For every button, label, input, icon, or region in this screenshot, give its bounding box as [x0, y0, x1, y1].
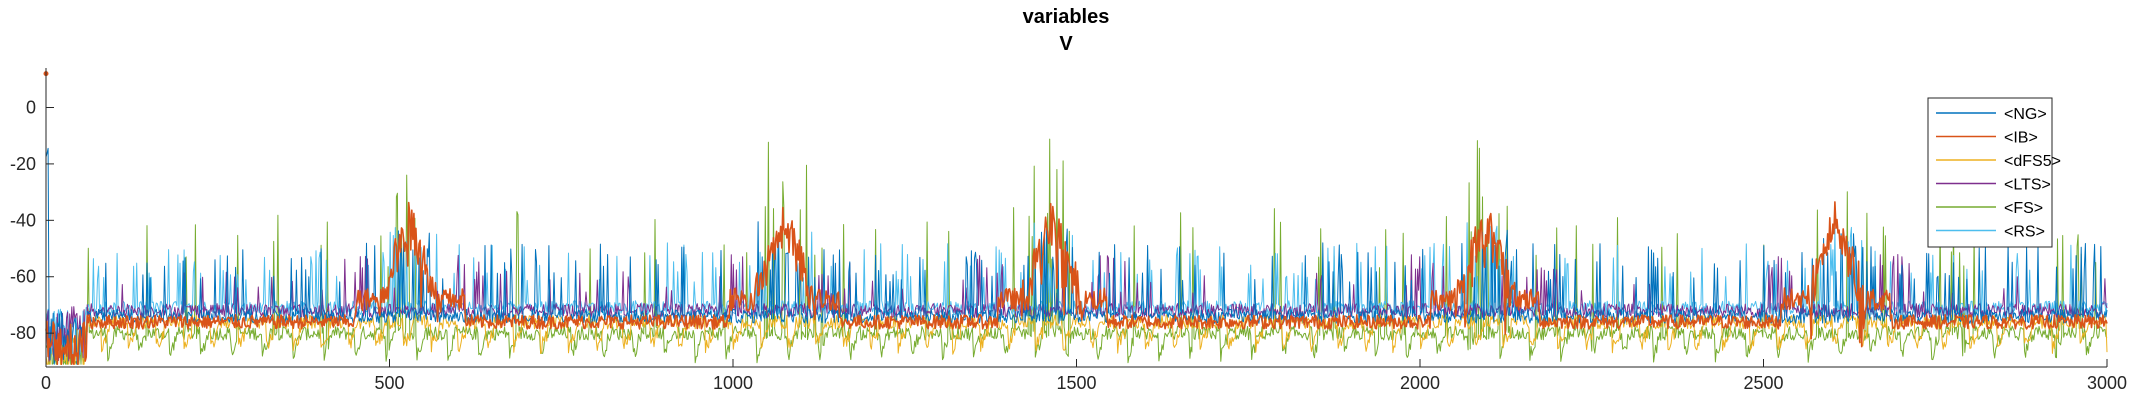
x-tick-label: 500 — [374, 373, 404, 393]
legend-label: <dFS5> — [2004, 153, 2061, 170]
series-layer — [43, 71, 2108, 366]
y-tick-label: -40 — [10, 210, 36, 230]
legend-label: <IB> — [2004, 130, 2038, 147]
x-tick-label: 2500 — [1743, 373, 1783, 393]
x-tick-label: 1000 — [713, 373, 753, 393]
chart-subtitle: V — [1059, 33, 1073, 55]
x-tick-label: 1500 — [1056, 373, 1096, 393]
y-tick-label: 0 — [26, 97, 36, 117]
x-tick-label: 2000 — [1400, 373, 1440, 393]
legend: <NG> <IB> <dFS5> <LTS> <FS> <RS> — [1927, 97, 2061, 248]
legend-label: <RS> — [2004, 224, 2045, 241]
chart-title: variables — [1023, 6, 1110, 28]
legend-label: <FS> — [2004, 200, 2043, 217]
legend-box — [1927, 97, 2053, 248]
x-tick-label: 0 — [41, 373, 51, 393]
x-tick-label: 3000 — [2087, 373, 2127, 393]
axes-layer: 0 500 1000 1500 2000 2500 3000 0 -20 -40 -60 -80 — [10, 68, 2127, 393]
series-line-dfs5 — [45, 314, 2108, 365]
legend-label: <LTS> — [2004, 177, 2051, 194]
series-line-fs — [45, 138, 2108, 365]
y-tick-label: -60 — [10, 267, 36, 287]
y-tick-label: -80 — [10, 323, 36, 343]
y-tick-label: -20 — [10, 154, 36, 174]
series-line-ib — [45, 201, 2108, 366]
legend-label: <NG> — [2004, 106, 2047, 123]
